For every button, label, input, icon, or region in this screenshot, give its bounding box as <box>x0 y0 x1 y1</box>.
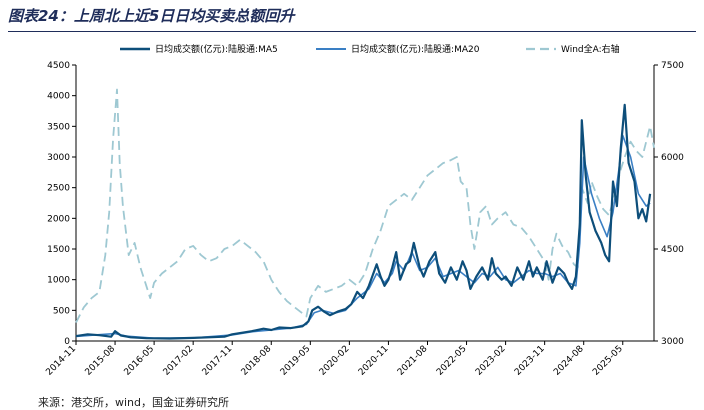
x-tick-label: 2020-11 <box>357 344 391 378</box>
source-note: 来源：港交所，wind，国金证券研究所 <box>38 396 230 409</box>
series-line-0 <box>75 103 652 340</box>
legend: 日均成交额(亿元):陆股通:MA5 日均成交额(亿元):陆股通:MA20 Wind全… <box>120 43 620 55</box>
legend-label-0: 日均成交额(亿元):陆股通:MA5 <box>155 43 278 55</box>
series-line-1 <box>75 134 651 339</box>
right-tick-label: 7500 <box>661 61 684 71</box>
x-tick-label: 2023-11 <box>513 344 547 378</box>
left-tick-label: 4000 <box>47 92 70 102</box>
x-tick-label: 2025-05 <box>591 344 625 378</box>
left-tick-label: 1000 <box>47 276 70 286</box>
x-tick-label: 2015-08 <box>84 344 118 378</box>
title-underline <box>8 31 696 32</box>
x-tick-label: 2021-08 <box>396 344 430 378</box>
series-layer <box>75 88 655 340</box>
left-tick-label: 3500 <box>47 122 70 132</box>
series-line-2 <box>75 88 655 324</box>
left-tick-label: 0 <box>64 337 70 347</box>
x-tick-label: 2017-11 <box>201 344 235 378</box>
x-tick-label: 2020-02 <box>318 344 352 378</box>
right-tick-label: 6000 <box>661 153 684 163</box>
x-tick-label: 2022-05 <box>435 344 469 378</box>
x-tick-label: 2023-02 <box>474 344 508 378</box>
legend-label-2: Wind全A:右轴 <box>561 43 620 55</box>
chart-title: 图表24：上周北上近5日日均买卖总额回升 <box>8 7 295 25</box>
x-tick-label: 2019-05 <box>279 344 313 378</box>
left-tick-label: 2000 <box>47 214 70 224</box>
line-chart: 日均成交额(亿元):陆股通:MA5 日均成交额(亿元):陆股通:MA20 Wind全… <box>44 43 684 378</box>
x-tick-label: 2018-08 <box>240 344 274 378</box>
left-tick-label: 1500 <box>47 245 70 255</box>
legend-label-1: 日均成交额(亿元):陆股通:MA20 <box>351 43 480 55</box>
left-tick-label: 500 <box>53 306 70 316</box>
x-tick-label: 2016-05 <box>123 344 157 378</box>
x-tick-label: 2014-11 <box>44 344 78 378</box>
axes <box>72 64 658 345</box>
left-tick-label: 4500 <box>47 61 70 71</box>
x-tick-label: 2017-02 <box>162 344 196 378</box>
x-tick-label: 2024-08 <box>552 344 586 378</box>
tick-labels: 0 500 1000 1500 2000 2500 3000 3500 4000 4500 3000… <box>44 61 684 378</box>
left-tick-label: 2500 <box>47 184 70 194</box>
left-tick-label: 3000 <box>47 153 70 163</box>
right-tick-label: 3000 <box>661 337 684 347</box>
right-tick-label: 4500 <box>661 245 684 255</box>
